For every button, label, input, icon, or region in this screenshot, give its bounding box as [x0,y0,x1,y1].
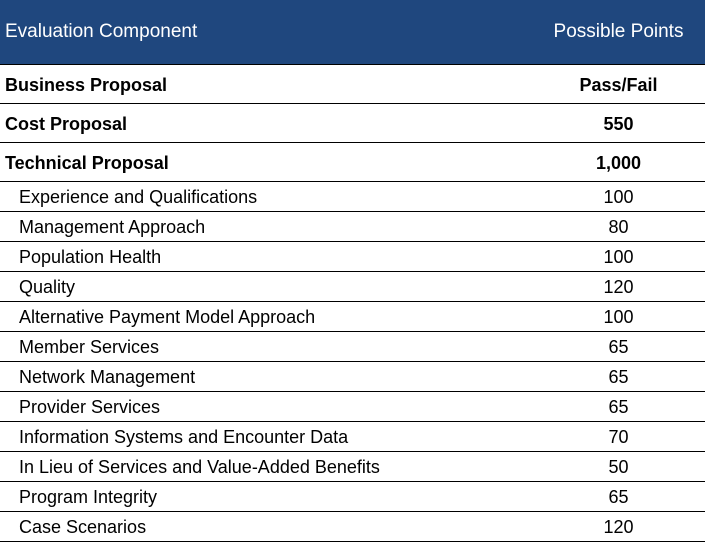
component-cell: Information Systems and Encounter Data [0,421,532,452]
header-evaluation-component: Evaluation Component [0,0,532,65]
points-cell: 120 [532,271,705,302]
points-cell: 100 [532,301,705,332]
table-row: Management Approach 80 [0,211,705,242]
component-cell: Case Scenarios [0,511,532,542]
table-row-cost-proposal: Cost Proposal 550 [0,103,705,143]
header-possible-points: Possible Points [532,0,705,65]
table-header-row: Evaluation Component Possible Points [0,0,705,65]
component-cell: Member Services [0,331,532,362]
component-cell: Cost Proposal [0,103,532,143]
table-row: Quality 120 [0,271,705,302]
table-row: Alternative Payment Model Approach 100 [0,301,705,332]
table-row: Population Health 100 [0,241,705,272]
points-cell: 70 [532,421,705,452]
points-cell: 100 [532,241,705,272]
points-cell: Pass/Fail [532,64,705,104]
points-cell: 65 [532,391,705,422]
table-row-business-proposal: Business Proposal Pass/Fail [0,64,705,104]
table-row-technical-proposal: Technical Proposal 1,000 [0,142,705,182]
table-row: Member Services 65 [0,331,705,362]
table-row: Provider Services 65 [0,391,705,422]
points-cell: 65 [532,361,705,392]
points-cell: 100 [532,181,705,212]
points-cell: 120 [532,511,705,542]
component-cell: Experience and Qualifications [0,181,532,212]
table-row: In Lieu of Services and Value-Added Bene… [0,451,705,482]
component-cell: Alternative Payment Model Approach [0,301,532,332]
component-cell: Management Approach [0,211,532,242]
component-cell: Population Health [0,241,532,272]
points-cell: 550 [532,103,705,143]
component-cell: Program Integrity [0,481,532,512]
component-cell: In Lieu of Services and Value-Added Bene… [0,451,532,482]
table-row: Information Systems and Encounter Data 7… [0,421,705,452]
table-row: Program Integrity 65 [0,481,705,512]
component-cell: Network Management [0,361,532,392]
component-cell: Technical Proposal [0,142,532,182]
component-cell: Quality [0,271,532,302]
table-row: Network Management 65 [0,361,705,392]
table-row: Case Scenarios 120 [0,511,705,542]
table-row: Experience and Qualifications 100 [0,181,705,212]
component-cell: Business Proposal [0,64,532,104]
points-cell: 65 [532,481,705,512]
component-cell: Provider Services [0,391,532,422]
points-cell: 50 [532,451,705,482]
points-cell: 65 [532,331,705,362]
points-cell: 1,000 [532,142,705,182]
points-cell: 80 [532,211,705,242]
